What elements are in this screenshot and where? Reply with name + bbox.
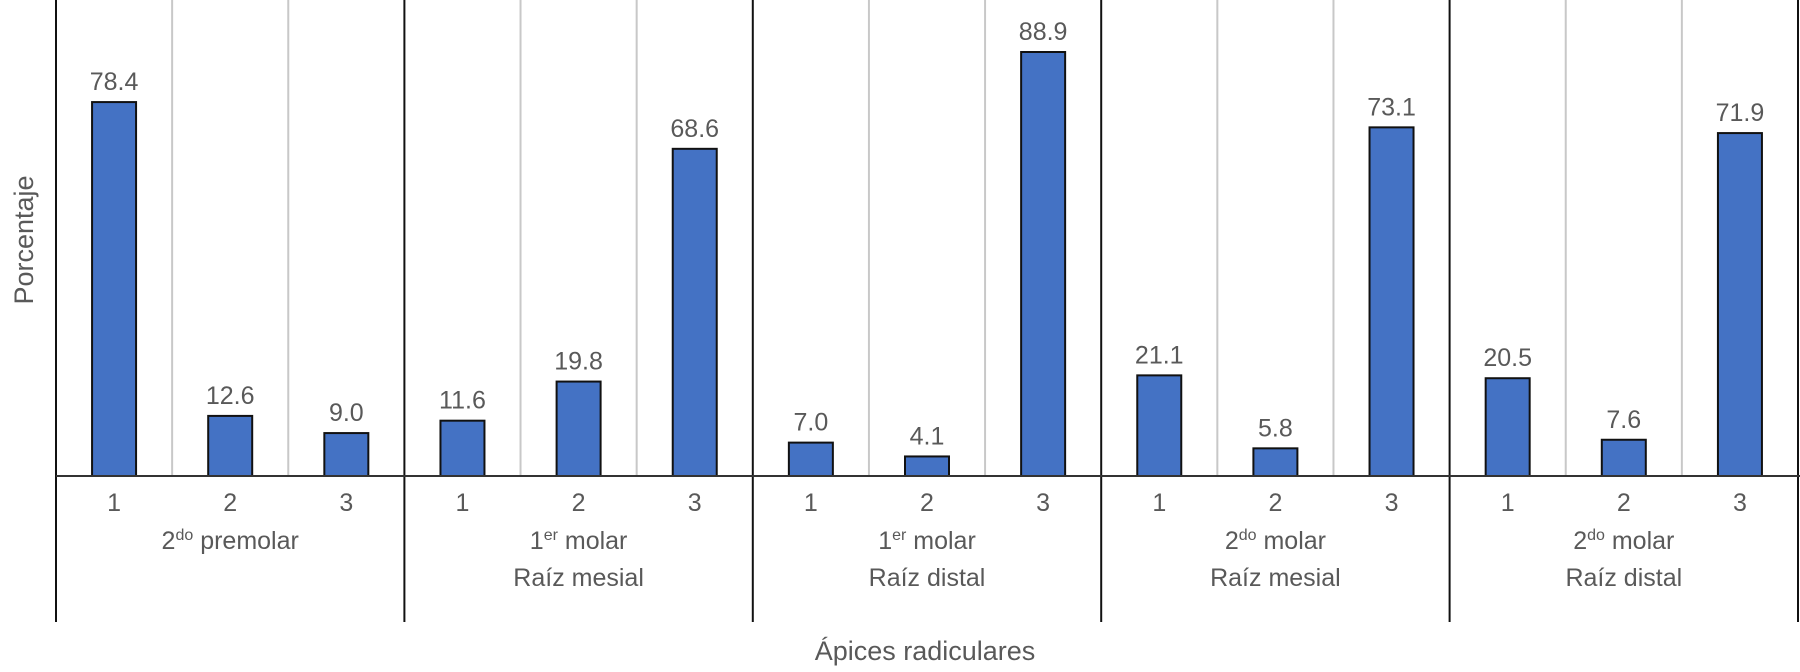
- x-tick-label: 3: [1385, 489, 1399, 517]
- x-tick-label: 2: [920, 489, 934, 517]
- grid-lines: [171, 0, 1683, 476]
- bar: [1020, 51, 1067, 477]
- bar: [1600, 438, 1647, 478]
- axes: [55, 0, 1800, 622]
- y-axis-title: Porcentaje: [9, 175, 39, 304]
- group-label-line2: Raíz mesial: [1210, 564, 1341, 592]
- data-label: 71.9: [1716, 99, 1765, 127]
- data-label: 5.8: [1258, 414, 1293, 442]
- x-tick-label: 1: [1152, 489, 1166, 517]
- data-label: 19.8: [554, 348, 603, 376]
- x-tick-label: 2: [223, 489, 237, 517]
- data-label: 9.0: [329, 399, 364, 427]
- bar: [1368, 126, 1415, 478]
- data-label: 7.6: [1606, 406, 1641, 434]
- x-tick-label: 1: [804, 489, 818, 517]
- x-tick-label: 1: [107, 489, 121, 517]
- x-tick-label: 1: [456, 489, 470, 517]
- x-tick-label: 3: [1036, 489, 1050, 517]
- data-label: 12.6: [206, 382, 255, 410]
- x-tick-label: 2: [1268, 489, 1282, 517]
- data-label: 68.6: [670, 115, 719, 143]
- bar: [1136, 374, 1183, 477]
- data-label: 4.1: [910, 422, 945, 450]
- group-label-line2: Raíz mesial: [513, 564, 644, 592]
- bar: [439, 419, 486, 478]
- x-axis-title: Ápices radiculares: [815, 636, 1036, 666]
- group-label-line2: Raíz distal: [869, 564, 986, 592]
- x-tick-label: 3: [1733, 489, 1747, 517]
- data-label: 73.1: [1367, 93, 1416, 121]
- x-tick-label: 3: [339, 489, 353, 517]
- bar: [555, 380, 602, 477]
- bar: [904, 455, 950, 477]
- labels: 78.4 1 12.6 2 9.0 3 2do premolar 11.6 1 19.8 2 68.6…: [90, 18, 1765, 592]
- bar: [1484, 377, 1531, 478]
- data-label: 11.6: [439, 387, 486, 415]
- bar: [91, 101, 138, 478]
- group-label: 2do premolar: [162, 527, 299, 555]
- data-label: 20.5: [1483, 344, 1532, 372]
- group-label: 1er molar: [530, 527, 628, 555]
- bar: [1252, 447, 1299, 478]
- data-label: 78.4: [90, 68, 139, 96]
- bar: [323, 432, 370, 478]
- data-label: 21.1: [1135, 341, 1184, 369]
- data-label: 7.0: [793, 409, 828, 437]
- x-tick-label: 3: [688, 489, 702, 517]
- group-label: 2do molar: [1573, 527, 1674, 555]
- x-tick-label: 2: [572, 489, 586, 517]
- group-label: 1er molar: [878, 527, 976, 555]
- group-label-line2: Raíz distal: [1565, 564, 1682, 592]
- bar: [1716, 132, 1763, 477]
- bar: [207, 414, 254, 478]
- x-tick-label: 1: [1501, 489, 1515, 517]
- x-tick-label: 2: [1617, 489, 1631, 517]
- group-label: 2do molar: [1225, 527, 1326, 555]
- bar: [671, 147, 718, 477]
- data-label: 88.9: [1019, 18, 1068, 46]
- bar: [787, 441, 834, 477]
